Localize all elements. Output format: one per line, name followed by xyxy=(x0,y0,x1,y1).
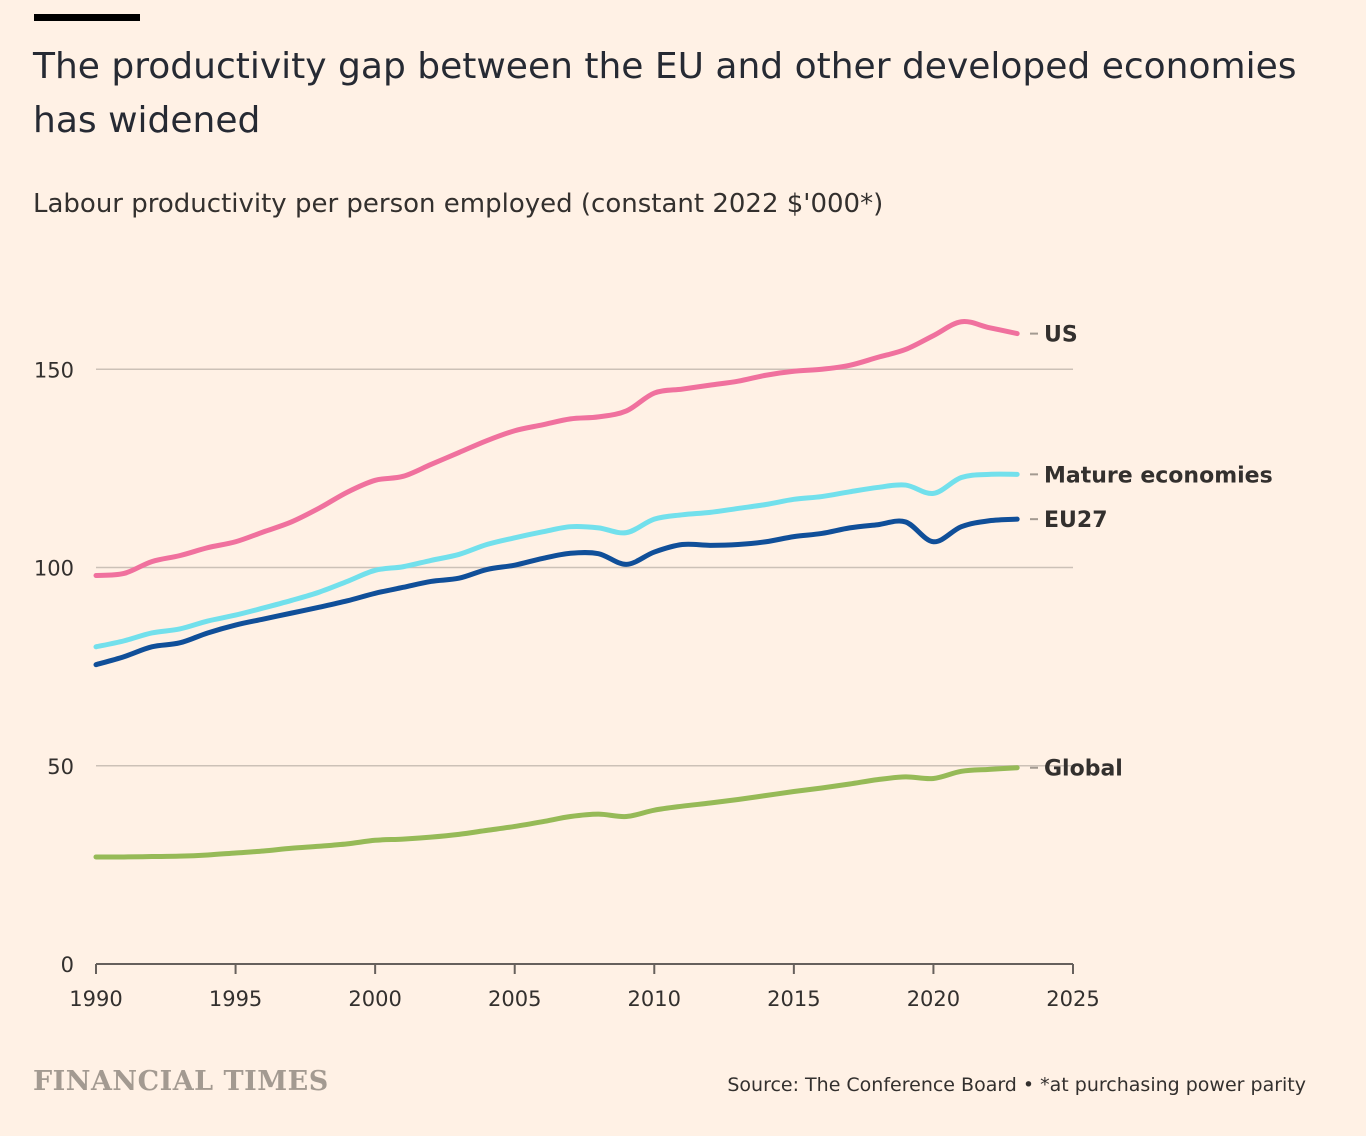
series-lines xyxy=(93,319,1020,860)
y-tick-label-100: 100 xyxy=(34,557,74,581)
x-tick-label-2015: 2015 xyxy=(767,987,820,1011)
y-tick-label-0: 0 xyxy=(61,953,74,977)
gridlines xyxy=(96,368,1073,767)
series-line-mature-economies xyxy=(93,471,1020,650)
series-label-eu27: EU27 xyxy=(1044,508,1108,533)
axes: 0 50 100 150 1990 1995 2000 2005 2010 2015 2020 202… xyxy=(34,358,1100,1011)
x-tick-label-1990: 1990 xyxy=(69,987,122,1011)
ft-logo: FINANCIAL TIMES xyxy=(33,1066,329,1097)
x-tick-label-2010: 2010 xyxy=(628,987,681,1011)
x-tick-label-2020: 2020 xyxy=(907,987,960,1011)
source-note: Source: The Conference Board • *at purch… xyxy=(727,1074,1306,1096)
brand-top-bar xyxy=(34,14,140,21)
series-label-us: US xyxy=(1044,323,1078,348)
x-tick-label-2025: 2025 xyxy=(1046,987,1099,1011)
x-tick-label-2000: 2000 xyxy=(348,987,401,1011)
y-tick-label-150: 150 xyxy=(34,358,74,382)
y-tick-label-50: 50 xyxy=(47,755,74,779)
series-label-global: Global xyxy=(1044,757,1123,782)
series-label-mature-economies: Mature economies xyxy=(1044,463,1273,488)
chart-subtitle: Labour productivity per person employed … xyxy=(33,189,884,219)
x-tick-label-1995: 1995 xyxy=(209,987,262,1011)
series-line-global xyxy=(93,765,1020,860)
x-tick-label-2005: 2005 xyxy=(488,987,541,1011)
series-line-us xyxy=(93,319,1020,578)
series-labels: Global EU27 Mature economies US xyxy=(1030,323,1273,782)
chart-title: The productivity gap between the EU and … xyxy=(33,46,1297,141)
series-line-eu27 xyxy=(93,516,1020,668)
